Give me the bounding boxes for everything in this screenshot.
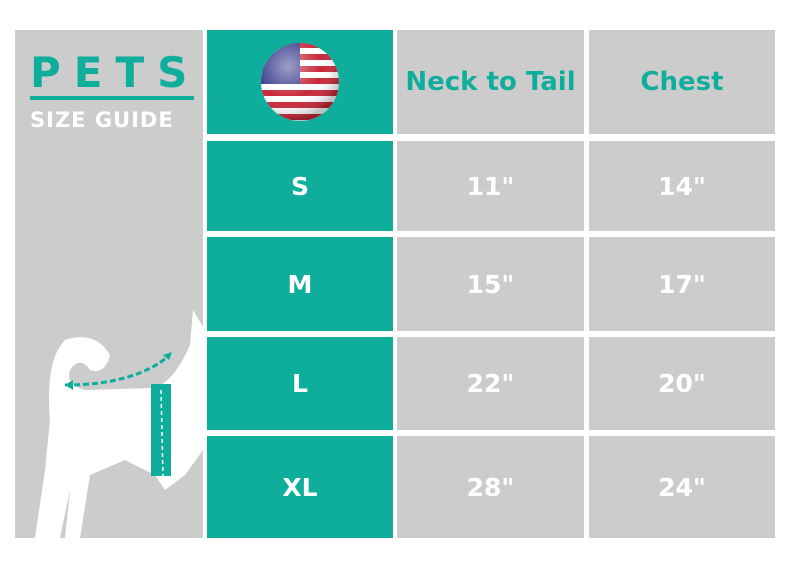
flag-cell bbox=[207, 30, 393, 134]
cell-chest: 20" bbox=[589, 337, 775, 430]
dog-measurement-icon bbox=[35, 310, 255, 538]
cell-neck-to-tail: 15" bbox=[397, 237, 584, 331]
cell-neck-to-tail: 22" bbox=[397, 337, 584, 430]
cell-size: L bbox=[207, 337, 393, 430]
cell-size: S bbox=[207, 141, 393, 231]
divider bbox=[30, 96, 194, 100]
us-flag-icon bbox=[261, 43, 339, 121]
column-header-chest: Chest bbox=[589, 30, 775, 134]
cell-chest: 24" bbox=[589, 436, 775, 538]
brand-subtitle: SIZE GUIDE bbox=[30, 108, 174, 132]
cell-neck-to-tail: 11" bbox=[397, 141, 584, 231]
cell-neck-to-tail: 28" bbox=[397, 436, 584, 538]
cell-size: XL bbox=[207, 436, 393, 538]
cell-size: M bbox=[207, 237, 393, 331]
column-header-neck-to-tail: Neck to Tail bbox=[397, 30, 584, 134]
cell-chest: 14" bbox=[589, 141, 775, 231]
brand-title: PETS bbox=[30, 48, 201, 97]
cell-chest: 17" bbox=[589, 237, 775, 331]
